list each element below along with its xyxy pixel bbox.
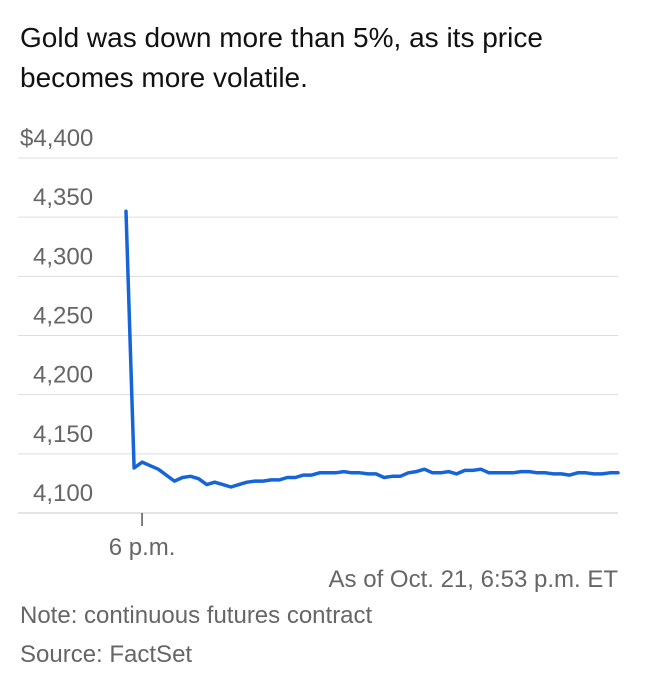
- x-tick-label: 6 p.m.: [109, 534, 176, 560]
- chart-source: Source: FactSet: [20, 641, 193, 668]
- series-layer: [124, 209, 620, 489]
- series-line-gold-price: [124, 209, 620, 489]
- y-tick-label: 4,350: [33, 184, 93, 211]
- gridlines: [18, 157, 618, 514]
- chart-title: Gold was down more than 5%, as its price…: [20, 22, 543, 93]
- y-tick-label: 4,300: [33, 243, 93, 270]
- y-tick-label: 4,200: [33, 362, 93, 389]
- y-tick-label: 4,150: [33, 421, 93, 448]
- y-tick-label: 4,100: [33, 480, 93, 507]
- y-axis-tick-labels: 4,100 4,150 4,200 4,250 4,300 4,350 $4,400: [20, 125, 93, 507]
- y-tick-label: 4,250: [33, 303, 93, 330]
- y-tick-label: $4,400: [20, 125, 93, 152]
- chart-area: 4,100 4,150 4,200 4,250 4,300 4,350 $4,400 6 p…: [18, 125, 620, 560]
- as-of-timestamp: As of Oct. 21, 6:53 p.m. ET: [328, 566, 618, 593]
- x-axis: 6 p.m.: [109, 513, 176, 560]
- chart-note: Note: continuous futures contract: [20, 602, 373, 629]
